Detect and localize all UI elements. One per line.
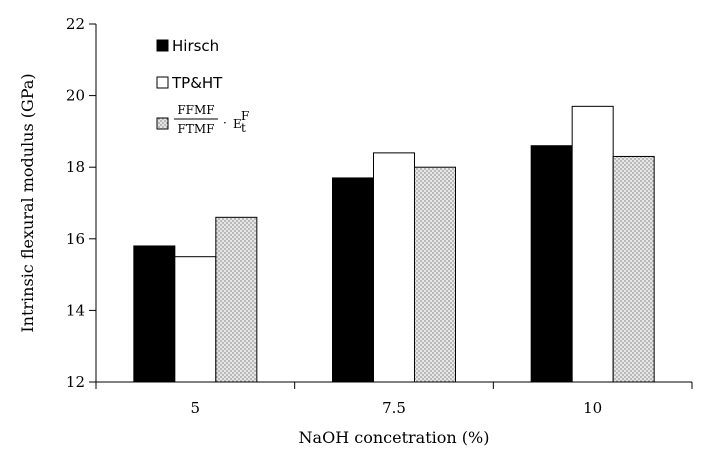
legend-fraction-denominator: FTMF bbox=[178, 122, 215, 136]
x-ticks: 5 7.5 10 bbox=[95, 382, 693, 417]
legend: Hirsch TP&HT FFMF FTMF · E t F bbox=[156, 37, 249, 136]
bar-hirsch bbox=[530, 145, 573, 383]
legend-e-subscript: t bbox=[241, 121, 246, 135]
y-tick-label: 16 bbox=[66, 230, 85, 248]
bars-group bbox=[133, 105, 655, 383]
y-tick-label: 18 bbox=[66, 158, 85, 176]
bar-ratio bbox=[612, 155, 655, 383]
legend-swatch-hirsch bbox=[156, 39, 169, 52]
x-axis-title: NaOH concetration (%) bbox=[299, 428, 490, 447]
y-tick-label: 20 bbox=[66, 87, 85, 105]
bar-tpht bbox=[174, 256, 217, 383]
legend-swatch-ratio bbox=[156, 117, 169, 130]
y-tick-label: 14 bbox=[66, 301, 85, 319]
y-axis-title: Intrinsic flexural modulus (GPa) bbox=[18, 73, 37, 332]
y-tick-label: 22 bbox=[66, 15, 85, 33]
x-tick-label: 7.5 bbox=[382, 399, 406, 417]
legend-swatch-tpht bbox=[156, 76, 169, 89]
bar-hirsch bbox=[133, 245, 176, 383]
legend-e-symbol: E bbox=[233, 117, 242, 131]
legend-label-tpht: TP&HT bbox=[171, 74, 223, 92]
bar-tpht bbox=[571, 105, 614, 383]
x-tick-label: 10 bbox=[583, 399, 602, 417]
legend-label-hirsch: Hirsch bbox=[172, 37, 219, 55]
bar-hirsch bbox=[332, 177, 374, 383]
y-tick-label: 12 bbox=[66, 373, 85, 391]
legend-fraction-numerator: FFMF bbox=[177, 103, 214, 117]
bar-tpht bbox=[373, 152, 415, 383]
legend-multiply-dot: · bbox=[223, 116, 227, 130]
y-ticks: 12 14 16 18 20 22 bbox=[66, 15, 96, 391]
x-tick-label: 5 bbox=[191, 399, 201, 417]
bar-ratio bbox=[215, 216, 258, 383]
legend-e-superscript: F bbox=[241, 109, 249, 123]
bar-ratio bbox=[414, 166, 456, 383]
